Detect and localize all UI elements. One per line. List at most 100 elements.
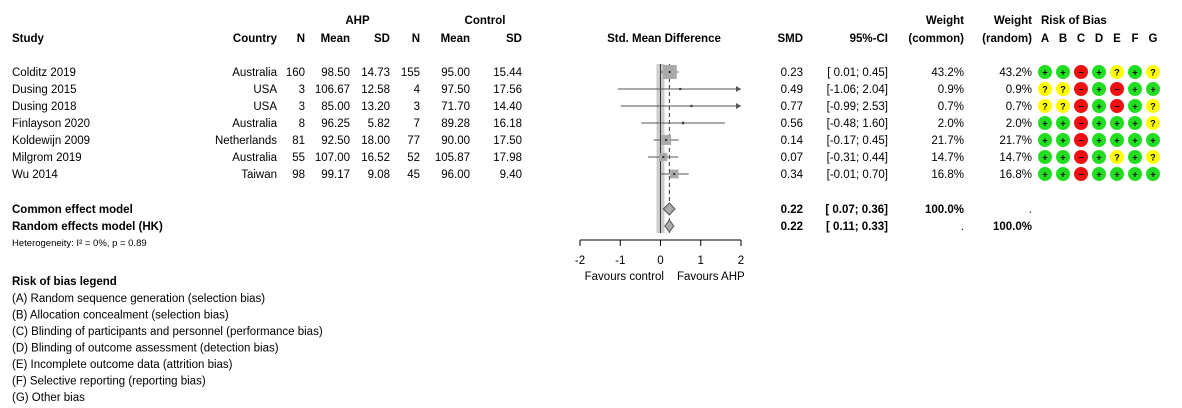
risk-of-bias-dot — [1146, 116, 1160, 130]
risk-of-bias-dot — [1056, 167, 1070, 181]
study-smd: 0.56 — [781, 118, 803, 130]
risk-of-bias-symbol: + — [1132, 85, 1137, 95]
study-mean-control: 96.00 — [441, 169, 470, 181]
risk-of-bias-symbol: + — [1060, 136, 1065, 146]
risk-of-bias-dot — [1110, 116, 1124, 130]
risk-of-bias-symbol: − — [1078, 102, 1083, 112]
study-n-control: 4 — [414, 84, 421, 96]
study-sd-control: 17.50 — [493, 135, 522, 147]
study-n-control: 155 — [401, 67, 420, 79]
header-std-mean-difference: Std. Mean Difference — [607, 33, 721, 45]
pooled-weight-random: . — [1029, 204, 1032, 216]
pooled-smd: 0.22 — [781, 204, 803, 216]
study-country: USA — [253, 101, 277, 113]
risk-of-bias-symbol: ? — [1150, 68, 1156, 78]
study-n-control: 7 — [414, 118, 420, 130]
header-rob-c: C — [1077, 33, 1085, 45]
header-weight-common-label: (common) — [908, 33, 964, 45]
study-smd: 0.34 — [781, 169, 804, 181]
pooled-95ci: [ 0.11; 0.33] — [826, 221, 888, 233]
risk-of-bias-dot — [1038, 167, 1052, 181]
risk-of-bias-symbol: + — [1096, 102, 1101, 112]
study-sd-ahp: 9.08 — [368, 169, 390, 181]
risk-of-bias-dot — [1092, 99, 1106, 113]
study-weight-common: 0.9% — [938, 84, 964, 96]
risk-of-bias-symbol: + — [1132, 119, 1137, 129]
study-country: Netherlands — [215, 135, 277, 147]
risk-of-bias-dot — [1146, 82, 1160, 96]
risk-of-bias-dot — [1074, 82, 1088, 96]
header-rob-e: E — [1113, 33, 1121, 45]
study-mean-control: 97.50 — [441, 84, 470, 96]
study-mean-ahp: 96.25 — [321, 118, 350, 130]
study-country: Australia — [232, 152, 277, 164]
risk-of-bias-symbol: ? — [1114, 68, 1120, 78]
risk-of-bias-symbol: + — [1096, 68, 1101, 78]
header-smd: SMD — [777, 33, 803, 45]
risk-of-bias-symbol: ? — [1060, 102, 1066, 112]
study-name: Koldewijn 2009 — [12, 135, 90, 147]
x-axis-tick-label: 2 — [738, 255, 744, 267]
header-weight-common: Weight — [926, 15, 964, 27]
study-smd: 0.14 — [781, 135, 804, 147]
risk-of-bias-dot — [1110, 133, 1124, 147]
study-country: Taiwan — [241, 169, 277, 181]
risk-of-bias-symbol: + — [1042, 170, 1047, 180]
header-control: Control — [465, 15, 506, 27]
header-weight-random-label: (random) — [982, 33, 1032, 45]
study-sd-ahp: 5.82 — [368, 118, 390, 130]
risk-of-bias-dot — [1128, 133, 1142, 147]
header-rob-b: B — [1059, 33, 1067, 45]
study-n-ahp: 81 — [292, 135, 305, 147]
study-mean-ahp: 85.00 — [321, 101, 350, 113]
risk-of-bias-symbol: ? — [1042, 102, 1048, 112]
header-rob-d: D — [1095, 33, 1103, 45]
study-n-control: 45 — [407, 169, 420, 181]
study-95ci: [-1.06; 2.04] — [827, 84, 888, 96]
risk-of-bias-dot — [1074, 150, 1088, 164]
risk-of-bias-dot — [1056, 116, 1070, 130]
study-smd: 0.49 — [781, 84, 803, 96]
random-effects-label: Random effects model (HK) — [12, 221, 163, 233]
study-mean-ahp: 98.50 — [321, 67, 350, 79]
risk-of-bias-symbol: + — [1060, 68, 1065, 78]
risk-of-bias-legend-item: (D) Blinding of outcome assessment (dete… — [12, 343, 279, 355]
risk-of-bias-dot — [1092, 150, 1106, 164]
risk-of-bias-legend-title: Risk of bias legend — [12, 276, 117, 288]
study-sd-ahp: 18.00 — [361, 135, 390, 147]
study-weight-random: 43.2% — [999, 67, 1032, 79]
random-effects-diamond — [664, 219, 675, 233]
risk-of-bias-dot — [1056, 65, 1070, 79]
risk-of-bias-dot — [1110, 65, 1124, 79]
risk-of-bias-dot — [1128, 150, 1142, 164]
risk-of-bias-dot — [1038, 99, 1052, 113]
risk-of-bias-symbol: + — [1096, 153, 1101, 163]
study-95ci: [ 0.01; 0.45] — [827, 67, 888, 79]
header-mean-ahp: Mean — [321, 33, 350, 45]
header-rob-f: F — [1131, 33, 1138, 45]
header-country: Country — [233, 33, 278, 45]
study-country: USA — [253, 84, 277, 96]
risk-of-bias-symbol: − — [1078, 153, 1083, 163]
study-weight-random: 2.0% — [1006, 118, 1032, 130]
header-sd-control: SD — [506, 33, 522, 45]
common-effect-label: Common effect model — [12, 204, 133, 216]
risk-of-bias-dot — [1128, 82, 1142, 96]
heterogeneity-text: Heterogeneity: I² = 0%, p = 0.89 — [12, 238, 147, 249]
risk-of-bias-dot — [1146, 150, 1160, 164]
study-mean-control: 105.87 — [435, 152, 470, 164]
risk-of-bias-symbol: − — [1078, 136, 1083, 146]
risk-of-bias-dot — [1074, 133, 1088, 147]
risk-of-bias-dot — [1092, 167, 1106, 181]
header-weight-random: Weight — [994, 15, 1032, 27]
risk-of-bias-symbol: + — [1096, 119, 1101, 129]
header-risk-of-bias: Risk of Bias — [1041, 15, 1107, 27]
header-sd-ahp: SD — [374, 33, 390, 45]
study-95ci: [-0.99; 2.53] — [827, 101, 888, 113]
risk-of-bias-symbol: + — [1150, 85, 1155, 95]
study-mean-ahp: 107.00 — [315, 152, 350, 164]
x-axis-tick-label: 0 — [657, 255, 663, 267]
header-n-ahp: N — [297, 33, 305, 45]
risk-of-bias-symbol: + — [1096, 85, 1101, 95]
study-smd: 0.77 — [781, 101, 803, 113]
